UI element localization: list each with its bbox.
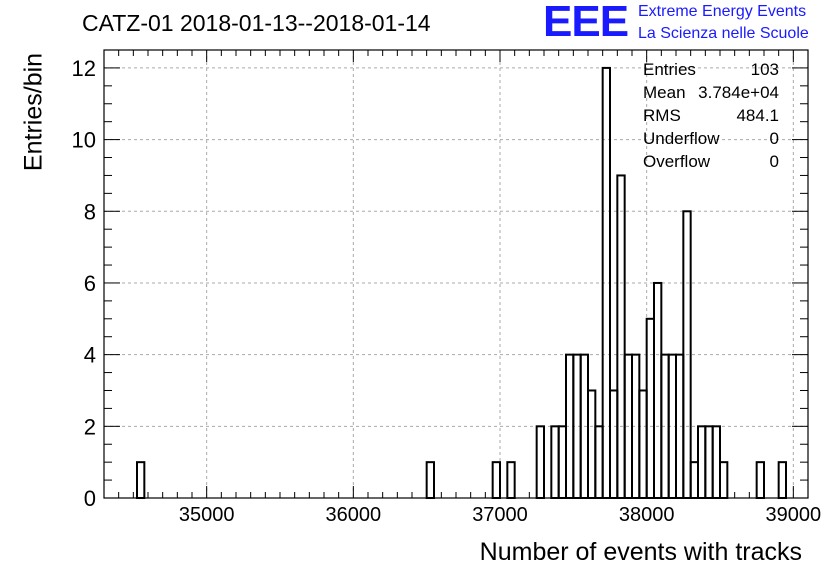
x-tick-label: 39000 bbox=[766, 504, 822, 526]
histogram-bars bbox=[136, 66, 788, 500]
histogram-bin bbox=[638, 389, 648, 500]
y-tick-label: 8 bbox=[84, 199, 96, 224]
histogram-bin bbox=[506, 461, 516, 500]
axes: 35000 36000 37000 38000 39000 0 2 4 6 8 10 12 bbox=[72, 49, 822, 526]
histogram-bin bbox=[550, 425, 560, 500]
stat-label-rms: RMS bbox=[643, 106, 681, 125]
x-tick-label: 37000 bbox=[472, 504, 528, 526]
eee-logo: EEE bbox=[543, 0, 629, 46]
histogram-bin bbox=[653, 281, 663, 499]
y-tick-label: 10 bbox=[72, 128, 96, 153]
chart-title: CATZ-01 2018-01-13--2018-01-14 bbox=[82, 10, 431, 36]
y-axis-label: Entries/bin bbox=[19, 52, 48, 172]
y-tick-label: 4 bbox=[84, 343, 96, 368]
histogram-bin bbox=[689, 461, 700, 500]
stat-value-underflow: 0 bbox=[769, 129, 779, 148]
y-tick-label: 2 bbox=[84, 414, 96, 439]
histogram-bin bbox=[535, 425, 546, 500]
stat-label-mean: Mean bbox=[643, 83, 686, 102]
x-tick-label: 38000 bbox=[619, 504, 675, 526]
plot-frame bbox=[103, 49, 809, 499]
histogram-bin bbox=[645, 317, 656, 499]
histogram-bin bbox=[719, 461, 729, 500]
y-tick-label: 0 bbox=[84, 486, 96, 511]
stat-label-underflow: Underflow bbox=[643, 129, 720, 148]
stat-value-rms: 484.1 bbox=[736, 106, 779, 125]
histogram-bin bbox=[587, 389, 597, 500]
x-tick-label: 36000 bbox=[326, 504, 382, 526]
logo-line-1: Extreme Energy Events bbox=[638, 3, 807, 20]
histogram-bin bbox=[616, 174, 626, 499]
y-tick-label: 12 bbox=[72, 56, 96, 81]
y-tick-label: 6 bbox=[84, 271, 96, 296]
grid-lines bbox=[104, 50, 808, 499]
histogram-bin bbox=[491, 461, 501, 500]
histogram-bin bbox=[704, 425, 714, 500]
x-tick-label: 35000 bbox=[179, 504, 235, 526]
stat-value-overflow: 0 bbox=[769, 152, 779, 171]
histogram-bin bbox=[594, 425, 604, 500]
logo-line-2: La Scienza nelle Scuole bbox=[638, 25, 809, 42]
stat-value-entries: 103 bbox=[750, 60, 779, 79]
histogram-bin bbox=[609, 389, 619, 500]
x-axis-label: Number of events with tracks bbox=[479, 538, 802, 566]
histogram-bin bbox=[557, 425, 568, 500]
histogram-bin bbox=[755, 461, 766, 500]
histogram-bin bbox=[697, 425, 707, 500]
histogram-bin bbox=[777, 461, 788, 500]
histogram-bin bbox=[136, 461, 146, 500]
stat-label-entries: Entries bbox=[643, 60, 696, 79]
stat-value-mean: 3.784e+04 bbox=[698, 83, 779, 102]
histogram-bin bbox=[711, 425, 722, 500]
stat-label-overflow: Overflow bbox=[643, 152, 711, 171]
histogram-bin bbox=[425, 461, 435, 500]
